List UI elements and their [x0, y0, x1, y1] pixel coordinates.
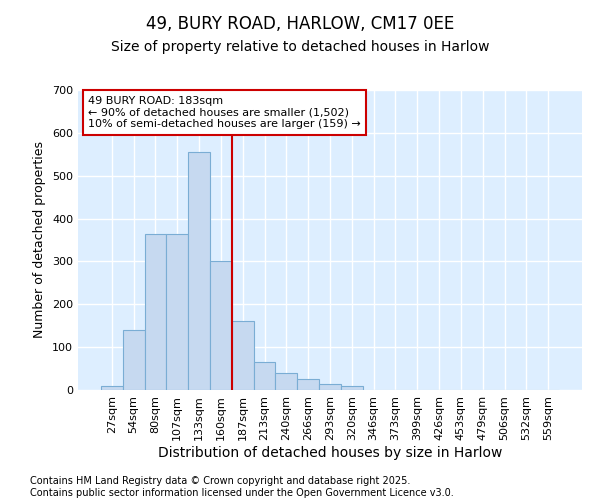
Text: 49, BURY ROAD, HARLOW, CM17 0EE: 49, BURY ROAD, HARLOW, CM17 0EE: [146, 15, 454, 33]
Text: 49 BURY ROAD: 183sqm
← 90% of detached houses are smaller (1,502)
10% of semi-de: 49 BURY ROAD: 183sqm ← 90% of detached h…: [88, 96, 361, 129]
Bar: [101, 386, 123, 390]
Text: Size of property relative to detached houses in Harlow: Size of property relative to detached ho…: [111, 40, 489, 54]
Bar: [297, 380, 319, 390]
Bar: [145, 234, 166, 390]
Text: Contains HM Land Registry data © Crown copyright and database right 2025.
Contai: Contains HM Land Registry data © Crown c…: [30, 476, 454, 498]
Bar: [341, 386, 363, 390]
Bar: [275, 373, 297, 390]
Bar: [123, 330, 145, 390]
X-axis label: Distribution of detached houses by size in Harlow: Distribution of detached houses by size …: [158, 446, 502, 460]
Bar: [166, 234, 188, 390]
Bar: [232, 322, 254, 390]
Bar: [210, 262, 232, 390]
Bar: [188, 152, 210, 390]
Bar: [319, 384, 341, 390]
Y-axis label: Number of detached properties: Number of detached properties: [34, 142, 46, 338]
Bar: [254, 362, 275, 390]
